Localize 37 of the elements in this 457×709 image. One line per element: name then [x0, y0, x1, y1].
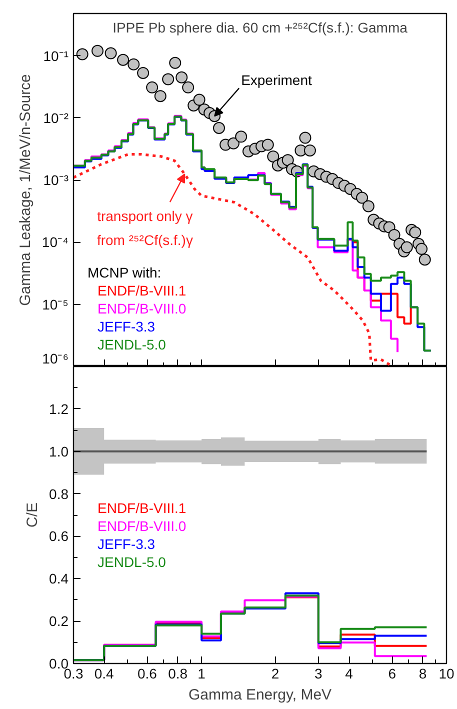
y-tick-label: 0.6 [49, 528, 69, 544]
text: ENDF/B-VIII.1 [98, 500, 186, 516]
y-tick-label: 10⁻² [43, 110, 69, 126]
text: JEFF-3.3 [98, 536, 156, 552]
x-tick-label: 0.4 [94, 666, 114, 682]
y-tick-label: 1.2 [49, 400, 69, 417]
y-tick-label: 1.0 [49, 443, 69, 460]
x-tick-label: 2 [271, 666, 280, 682]
y-tick-label: 10⁻⁴ [42, 234, 69, 250]
legend-title: MCNP with: [88, 264, 162, 280]
y-tick-label: 10⁻⁵ [42, 296, 69, 312]
y-axis-title: Gamma Leakage, 1/MeV/n-Source [16, 74, 34, 306]
x-tick-label: 6 [388, 666, 396, 682]
text: JEFF-3.3 [98, 318, 156, 334]
annotation: transport only γ from ²⁵²Cf(s.f.)γ [96, 208, 193, 248]
annotation: Experiment [241, 72, 312, 88]
text: ENDF/B-VIII.1 [98, 282, 186, 298]
text: ENDF/B-VIII.0 [98, 518, 186, 534]
x-tick-label: 8 [418, 666, 427, 682]
y-tick-label: 0.2 [49, 613, 69, 630]
x-tick-label: 3 [314, 666, 323, 682]
y-tick-label: 10⁻⁶ [42, 350, 69, 366]
text: JENDL-5.0 [98, 336, 166, 352]
text: IPPE Pb sphere dia. 60 cm +²⁵²Cf(s.f.): Gamma [112, 20, 408, 36]
x-tick-label: 4 [345, 666, 354, 682]
x-tick-label: 10 [438, 666, 454, 682]
y-tick-label: 10⁻³ [43, 172, 69, 188]
x-tick-label: 0.6 [138, 666, 158, 682]
y-tick-label: 0.8 [49, 486, 69, 502]
x-tick-label: 0.8 [168, 666, 188, 682]
x-tick-label: 1 [198, 666, 206, 682]
y-tick-label: 10⁻¹ [43, 48, 69, 64]
y-axis-title: C/E [24, 502, 42, 528]
text: ENDF/B-VIII.0 [98, 300, 186, 316]
y-tick-label: 0.4 [49, 570, 69, 587]
x-axis-title: Gamma Energy, MeV [188, 686, 332, 704]
text: JENDL-5.0 [98, 554, 166, 570]
